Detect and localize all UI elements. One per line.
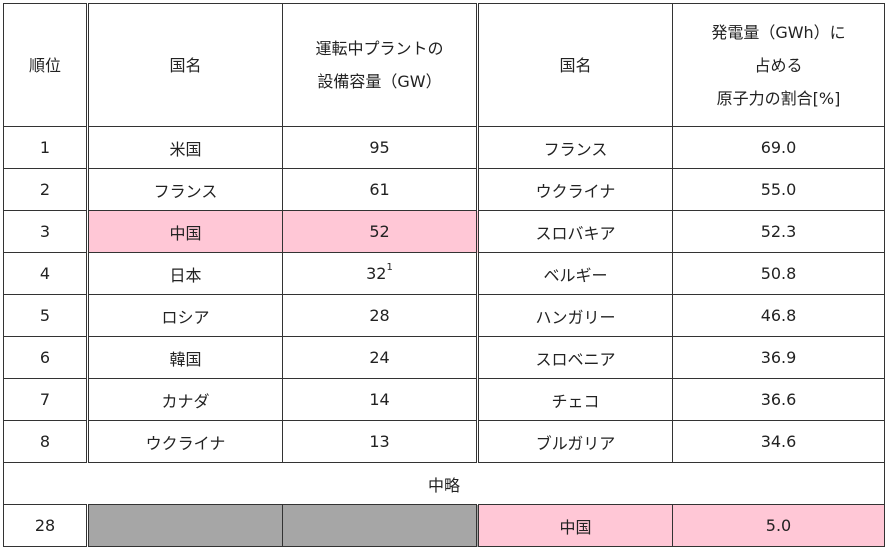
rank-cell: 8	[3, 420, 89, 463]
country-capacity-cell: ロシア	[87, 294, 283, 337]
capacity-value: 61	[369, 180, 390, 199]
omitted-label: 中略	[3, 462, 885, 505]
country-share-cell: スロベニア	[477, 336, 673, 379]
capacity-cell: 321	[282, 252, 479, 295]
rank-cell: 6	[3, 336, 89, 379]
rank-cell: 5	[3, 294, 89, 337]
header-row: 順位 国名 運転中プラントの 設備容量（GW） 国名 発電量（GWh）に 占める原子…	[3, 3, 885, 127]
footnote-marker: 1	[386, 262, 393, 273]
table-row: 5 ロシア 28 ハンガリー 46.8	[3, 294, 885, 337]
capacity-value: 28	[369, 306, 390, 325]
capacity-cell: 28	[282, 294, 479, 337]
rank-cell: 28	[3, 504, 89, 547]
share-cell: 36.6	[672, 378, 885, 421]
country-capacity-cell: 日本	[87, 252, 283, 295]
share-cell: 50.8	[672, 252, 885, 295]
omitted-country-cell	[87, 504, 283, 547]
capacity-value: 52	[369, 222, 390, 241]
table-row: 2 フランス 61 ウクライナ 55.0	[3, 168, 885, 211]
header-share-line1: 発電量（GWh）に	[711, 22, 846, 42]
country-share-cell: 中国	[477, 504, 673, 547]
omitted-capacity-cell	[282, 504, 479, 547]
rank-cell: 3	[3, 210, 89, 253]
country-share-cell: ハンガリー	[477, 294, 673, 337]
table-row: 4 日本 321 ベルギー 50.8	[3, 252, 885, 295]
country-capacity-cell: フランス	[87, 168, 283, 211]
share-cell: 34.6	[672, 420, 885, 463]
country-share-cell: ブルガリア	[477, 420, 673, 463]
share-cell: 52.3	[672, 210, 885, 253]
rank-cell: 1	[3, 126, 89, 169]
table-row: 7 カナダ 14 チェコ 36.6	[3, 378, 885, 421]
country-capacity-cell: 韓国	[87, 336, 283, 379]
header-share-line3: 原子力の割合[%]	[716, 88, 841, 108]
capacity-value: 24	[369, 348, 390, 367]
table-row: 3 中国 52 スロバキア 52.3	[3, 210, 885, 253]
rank-cell: 4	[3, 252, 89, 295]
capacity-cell: 95	[282, 126, 479, 169]
country-capacity-cell: カナダ	[87, 378, 283, 421]
nuclear-ranking-table: 順位 国名 運転中プラントの 設備容量（GW） 国名 発電量（GWh）に 占める原子…	[3, 3, 885, 547]
capacity-cell: 14	[282, 378, 479, 421]
share-cell: 55.0	[672, 168, 885, 211]
table-row: 1 米国 95 フランス 69.0	[3, 126, 885, 169]
omitted-row: 中略	[3, 462, 885, 505]
capacity-cell: 52	[282, 210, 479, 253]
header-capacity-line2: 設備容量（GW）	[317, 72, 442, 91]
header-country-share: 国名	[477, 3, 673, 127]
share-cell: 5.0	[672, 504, 885, 547]
table-row-28: 28 中国 5.0	[3, 504, 885, 547]
share-cell: 69.0	[672, 126, 885, 169]
header-rank: 順位	[3, 3, 89, 127]
capacity-value: 14	[369, 390, 390, 409]
rank-cell: 7	[3, 378, 89, 421]
header-country-capacity: 国名	[87, 3, 283, 127]
header-capacity: 運転中プラントの 設備容量（GW）	[282, 3, 479, 127]
share-cell: 46.8	[672, 294, 885, 337]
country-share-cell: フランス	[477, 126, 673, 169]
capacity-value: 32	[366, 264, 387, 283]
share-cell: 36.9	[672, 336, 885, 379]
country-capacity-cell: 中国	[87, 210, 283, 253]
country-share-cell: ウクライナ	[477, 168, 673, 211]
capacity-value: 13	[369, 432, 390, 451]
rank-cell: 2	[3, 168, 89, 211]
country-share-cell: チェコ	[477, 378, 673, 421]
capacity-value: 95	[369, 138, 390, 157]
table-row: 6 韓国 24 スロベニア 36.9	[3, 336, 885, 379]
country-share-cell: スロバキア	[477, 210, 673, 253]
capacity-cell: 13	[282, 420, 479, 463]
country-capacity-cell: ウクライナ	[87, 420, 283, 463]
country-share-cell: ベルギー	[477, 252, 673, 295]
capacity-cell: 61	[282, 168, 479, 211]
header-share: 発電量（GWh）に 占める原子力の割合[%]	[672, 3, 885, 127]
header-capacity-line1: 運転中プラントの	[315, 39, 444, 58]
table-row: 8 ウクライナ 13 ブルガリア 34.6	[3, 420, 885, 463]
country-capacity-cell: 米国	[87, 126, 283, 169]
capacity-cell: 24	[282, 336, 479, 379]
header-share-line2: 占める	[754, 55, 803, 75]
